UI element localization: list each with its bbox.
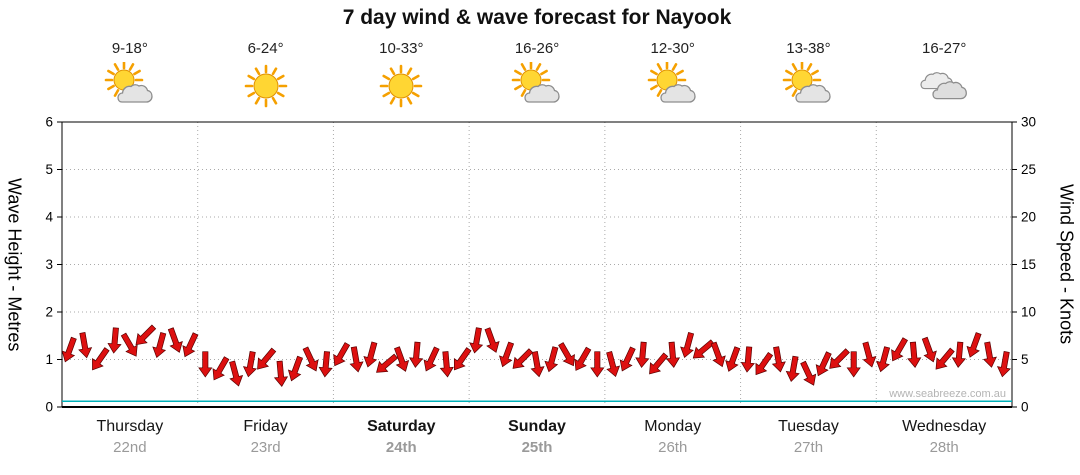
icons-row [62,60,1012,114]
weather-icon [511,60,563,114]
svg-text:0: 0 [1021,400,1029,415]
day-label: Wednesday 28th [876,418,1012,456]
day-name: Tuesday [778,418,839,435]
svg-text:6: 6 [45,115,53,130]
day-name: Friday [243,418,288,435]
day-label: Sunday 25th [469,418,605,456]
day-label: Monday 26th [605,418,741,456]
svg-text:2: 2 [45,305,53,320]
day-name: Saturday [367,418,436,435]
day-label: Saturday 24th [333,418,469,456]
day-date: 24th [385,439,417,456]
tick-labels: 0 1 2 3 4 5 6 0 5 10 15 20 25 30 [45,115,1036,415]
day-date: 28th [929,439,959,456]
day-date: 27th [793,439,824,456]
svg-text:4: 4 [45,210,53,225]
svg-text:1: 1 [45,352,53,367]
x-axis-labels: Thursday 22nd Friday 23rd Saturday 24th … [62,418,1012,456]
wind-barbs [61,324,1011,387]
left-axis-title: Wave Height - Metres [4,177,25,352]
temps-row: 9-18° 6-24° 10-33° 16-26° 12-30° 13-38° … [62,40,1012,58]
svg-text:3: 3 [45,257,53,272]
day-label: Thursday 22nd [62,418,198,456]
temp-range: 10-33° [379,40,424,57]
temp-range: 9-18° [111,40,148,57]
svg-text:15: 15 [1021,257,1036,272]
temp-range: 6-24° [247,40,284,57]
weather-icon [647,60,699,114]
watermark: www.seabreeze.com.au [889,388,1006,400]
svg-text:5: 5 [1021,352,1029,367]
temp-range: 16-26° [514,40,560,57]
temp-range: 16-27° [921,40,967,57]
svg-text:20: 20 [1021,210,1036,225]
svg-text:25: 25 [1021,162,1036,177]
day-date: 25th [521,439,553,456]
day-name: Monday [644,418,702,435]
svg-text:0: 0 [45,400,53,415]
svg-text:5: 5 [45,162,53,177]
day-label: Tuesday 27th [741,418,877,456]
weather-icon [375,64,427,114]
weather-icon [782,60,834,114]
weather-icon [240,64,292,114]
day-label: Friday 23rd [198,418,334,456]
page-title: 7 day wind & wave forecast for Nayook [342,6,732,29]
day-date: 22nd [113,439,147,456]
temp-range: 12-30° [650,40,695,57]
day-name: Sunday [508,418,566,435]
day-date: 26th [658,439,688,456]
svg-text:30: 30 [1021,115,1036,130]
temp-range: 13-38° [786,40,831,57]
day-name: Thursday [96,418,164,435]
day-date: 23rd [250,439,281,456]
axes [57,121,1017,408]
weather-icon [918,72,970,114]
svg-text:10: 10 [1021,305,1036,320]
day-name: Wednesday [902,418,987,435]
weather-icon [104,60,156,114]
right-axis-title: Wind Speed - Knots [1056,184,1077,345]
